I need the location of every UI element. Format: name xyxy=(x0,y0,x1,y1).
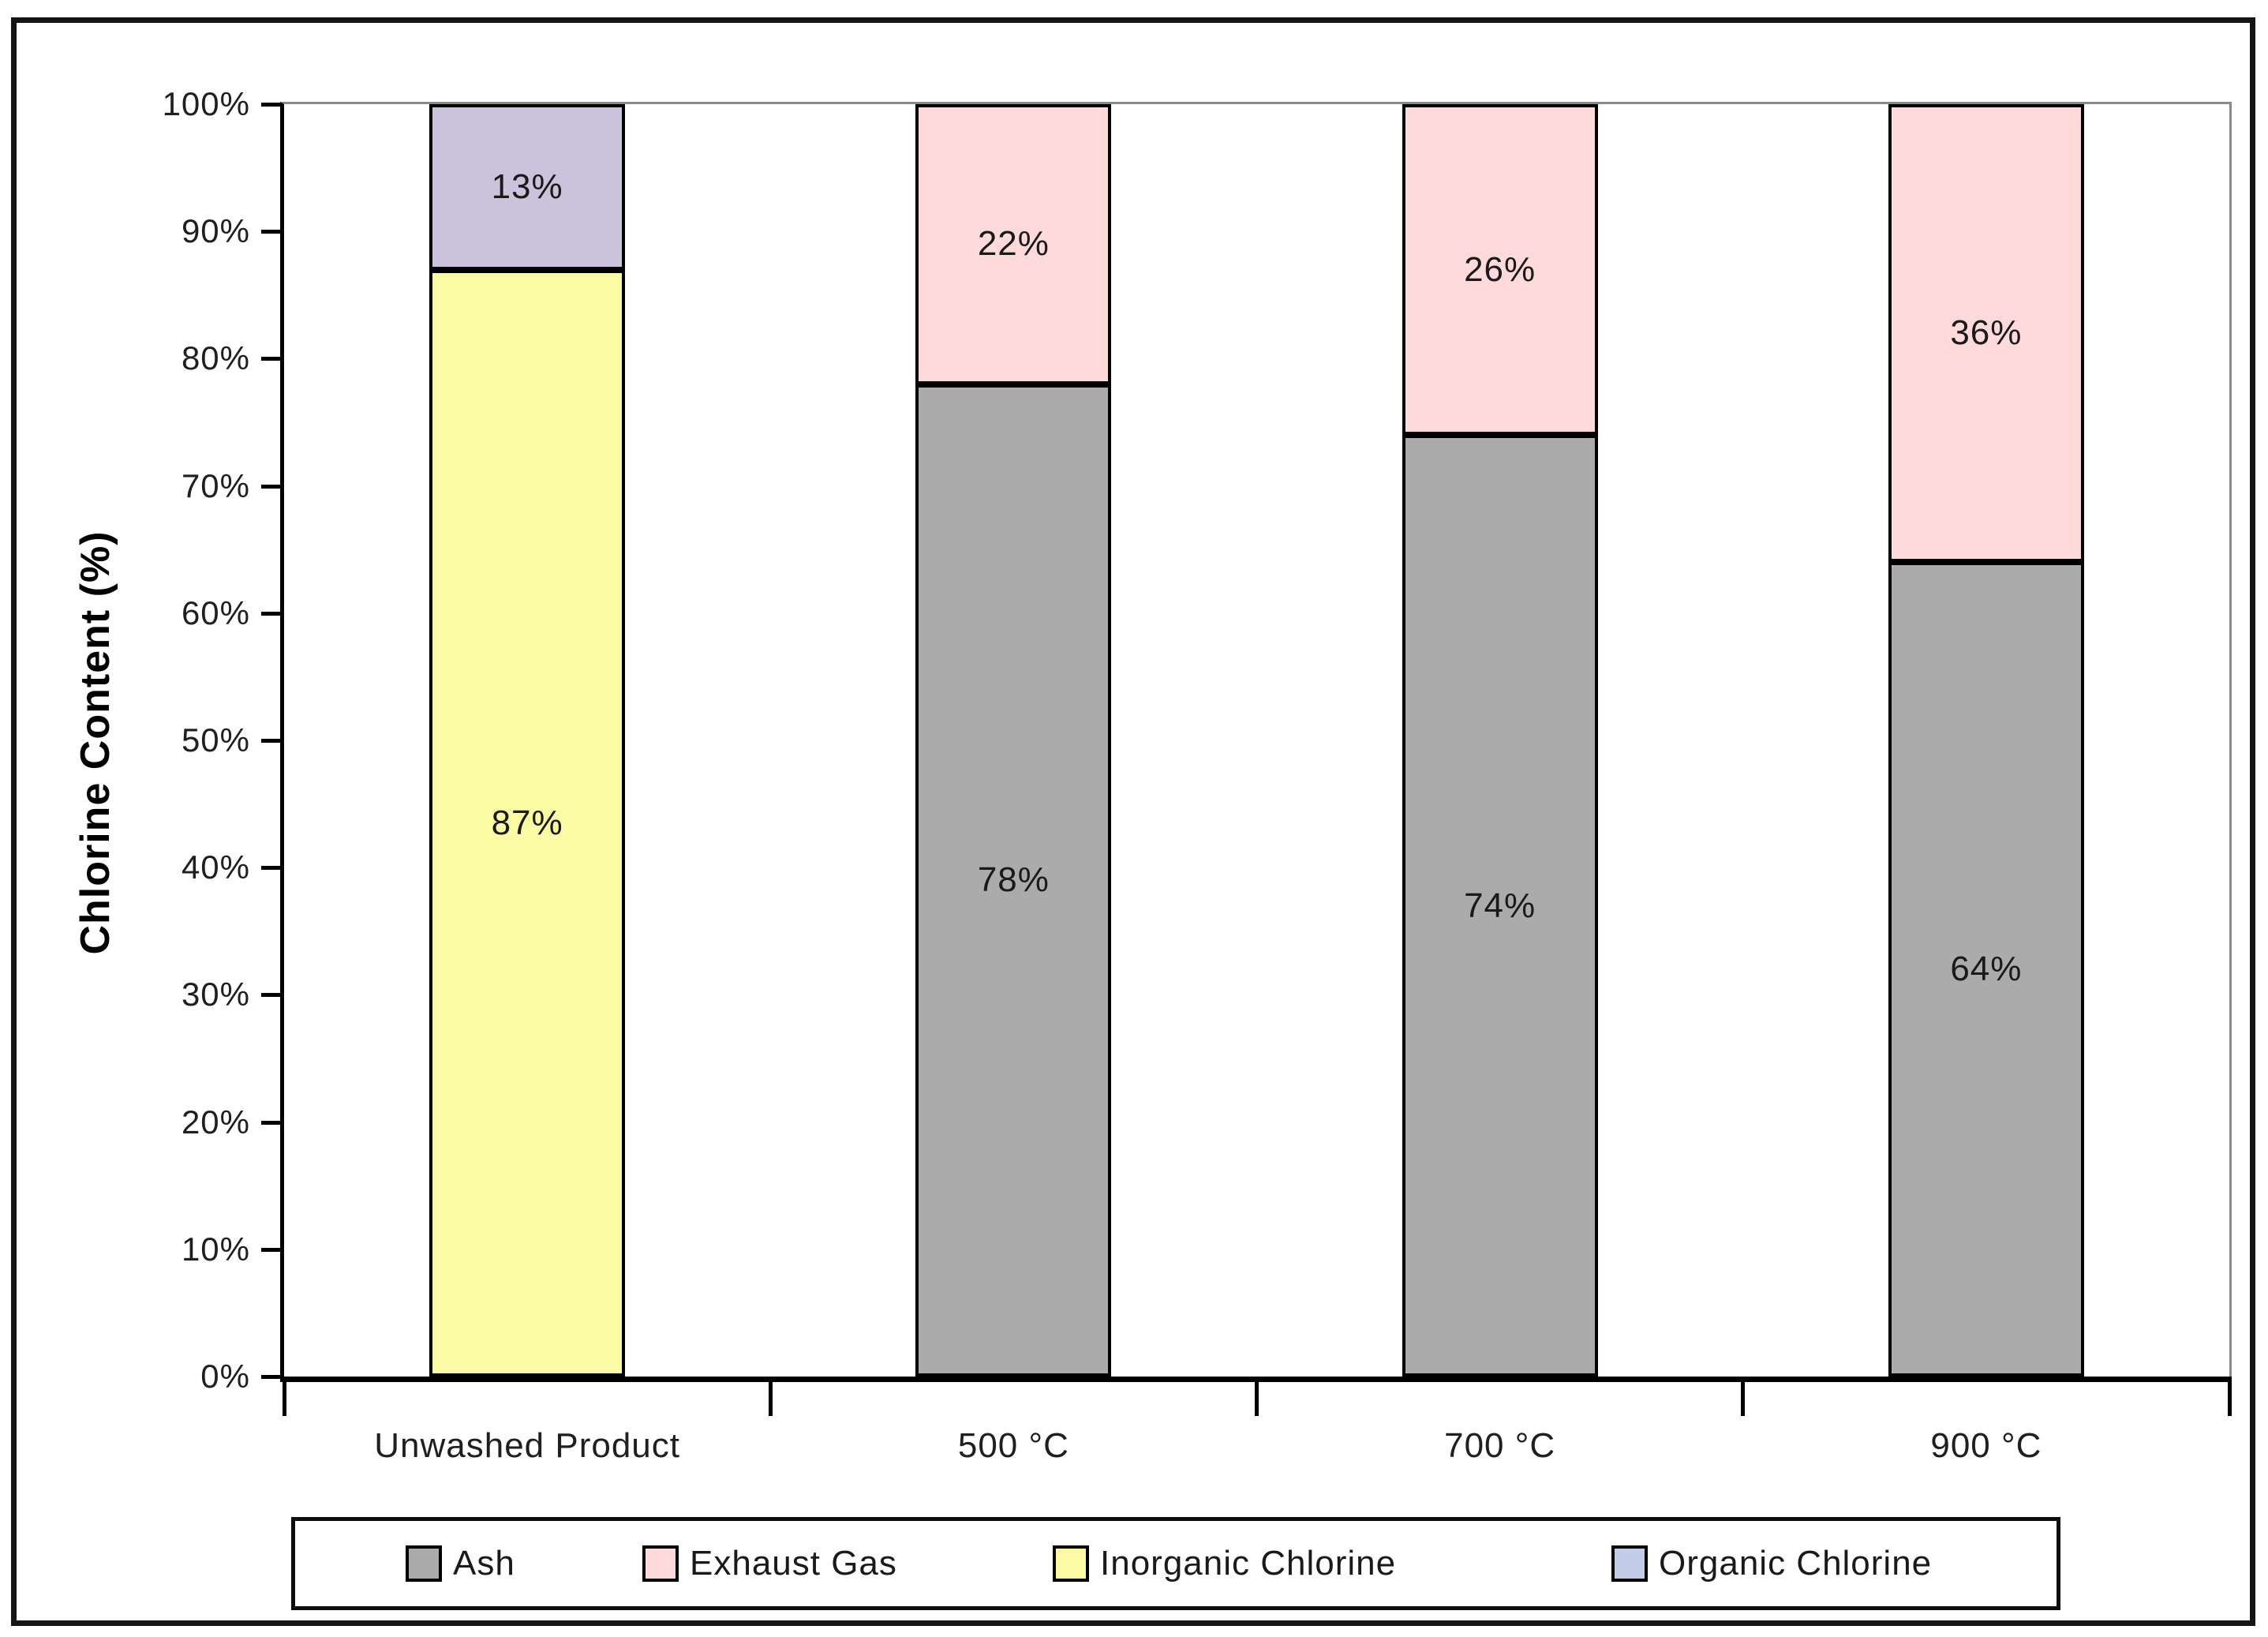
y-tick-mark xyxy=(261,1120,280,1125)
bar xyxy=(429,104,626,1377)
y-tick-label: 0% xyxy=(200,1358,250,1395)
legend-item: Exhaust Gas xyxy=(642,1544,897,1583)
y-tick-mark xyxy=(261,993,280,998)
x-tick-mark xyxy=(1741,1377,1746,1416)
y-tick-mark xyxy=(261,357,280,361)
legend-swatch xyxy=(1053,1545,1089,1582)
bar xyxy=(915,104,1112,1377)
bar xyxy=(1888,104,2084,1377)
legend-item-label: Ash xyxy=(453,1544,515,1583)
bar-segment xyxy=(1888,104,2084,563)
y-tick-label: 50% xyxy=(181,721,250,759)
legend-item-label: Organic Chlorine xyxy=(1659,1544,1933,1583)
legend-item: Inorganic Chlorine xyxy=(1053,1544,1396,1583)
y-tick-label: 60% xyxy=(181,594,250,631)
x-tick-mark xyxy=(2227,1377,2232,1416)
bar-segment-label: 74% xyxy=(1464,886,1536,925)
y-tick-label: 80% xyxy=(181,339,250,377)
bar-segment-label: 22% xyxy=(977,224,1050,264)
bar-segment-label: 78% xyxy=(977,860,1050,900)
legend-swatch xyxy=(1611,1545,1648,1582)
x-axis-label: Unwashed Product xyxy=(374,1426,680,1465)
legend: Ash Exhaust Gas Inorganic Chlorine Organic … xyxy=(291,1517,2060,1610)
bar-segment xyxy=(1888,562,2084,1377)
bar-segment-label: 87% xyxy=(491,803,563,842)
y-tick-label: 20% xyxy=(181,1103,250,1141)
y-tick-label: 100% xyxy=(162,85,250,122)
y-tick-mark xyxy=(261,103,280,107)
legend-swatch xyxy=(406,1545,442,1582)
y-tick-mark xyxy=(261,1375,280,1379)
y-tick-label: 90% xyxy=(181,212,250,250)
bar-segment-label: 13% xyxy=(491,167,563,206)
legend-swatch xyxy=(642,1545,679,1582)
x-axis-label: 900 °C xyxy=(1930,1426,2042,1465)
bar-segment xyxy=(915,384,1112,1377)
y-tick-mark xyxy=(261,866,280,871)
bar-segment xyxy=(1402,104,1598,436)
legend-item: Organic Chlorine xyxy=(1611,1544,1932,1583)
bar-segment-label: 26% xyxy=(1464,249,1536,289)
plot-area: 87% 13% 78% 22% 74% 26% 64% 36% xyxy=(280,102,2232,1382)
legend-item-label: Inorganic Chlorine xyxy=(1100,1544,1397,1583)
y-tick-mark xyxy=(261,1247,280,1252)
x-tick-mark xyxy=(282,1377,286,1416)
y-tick-label: 70% xyxy=(181,466,250,504)
bar-segment xyxy=(1402,435,1598,1377)
x-tick-mark xyxy=(768,1377,773,1416)
x-tick-mark xyxy=(1255,1377,1259,1416)
legend-item: Ash xyxy=(406,1544,515,1583)
bar xyxy=(1402,104,1598,1377)
y-tick-mark xyxy=(261,484,280,489)
y-tick-label: 40% xyxy=(181,848,250,886)
bar-segment xyxy=(429,269,626,1377)
legend-item-label: Exhaust Gas xyxy=(690,1544,897,1583)
figure-border-frame: Chlorine Content (%) 0% 10% 20% 30% 40% 50% 60… xyxy=(11,17,2255,1626)
x-axis-label: 500 °C xyxy=(957,1426,1069,1465)
y-tick-label: 30% xyxy=(181,976,250,1013)
bar-segment xyxy=(429,104,626,270)
x-axis-label: 700 °C xyxy=(1444,1426,1556,1465)
y-tick-mark xyxy=(261,739,280,743)
bar-segment xyxy=(915,104,1112,384)
y-tick-mark xyxy=(261,230,280,234)
bar-segment-label: 36% xyxy=(1950,313,2023,353)
y-tick-label: 10% xyxy=(181,1230,250,1268)
bar-segment-label: 64% xyxy=(1950,950,2023,989)
y-tick-mark xyxy=(261,611,280,616)
